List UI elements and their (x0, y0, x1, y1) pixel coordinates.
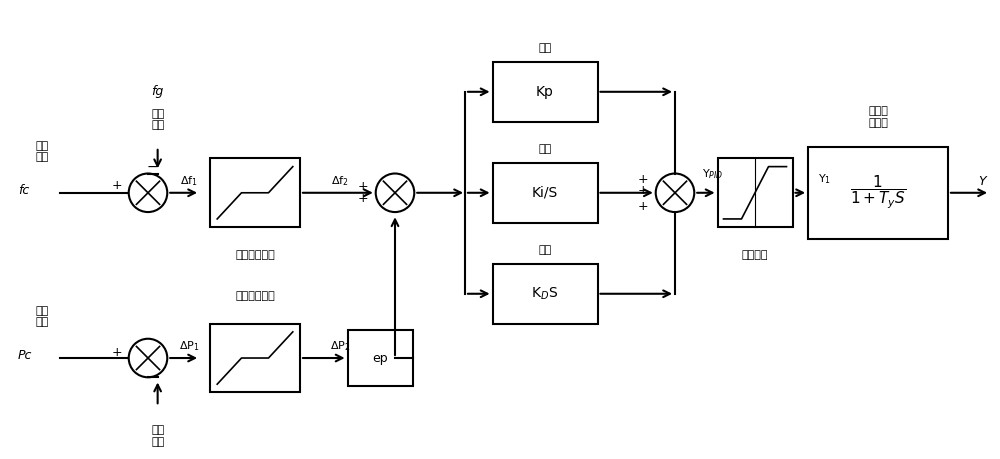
Text: Δf$_1$: Δf$_1$ (180, 174, 198, 188)
Bar (210, 158, 300, 227)
Bar (718, 158, 792, 227)
Text: +: + (637, 173, 648, 186)
Text: +: + (357, 180, 368, 194)
Text: +: + (111, 179, 122, 191)
Text: +: + (357, 192, 368, 205)
Text: ep: ep (372, 352, 388, 364)
Text: 比例: 比例 (538, 43, 552, 53)
Text: 调节限幅: 调节限幅 (742, 250, 768, 260)
Text: Δf$_2$: Δf$_2$ (331, 174, 349, 188)
Text: +: + (637, 200, 648, 213)
Ellipse shape (376, 174, 414, 212)
Text: 人工频率死区: 人工频率死区 (235, 250, 275, 260)
Text: Ki/S: Ki/S (532, 186, 558, 200)
Text: ΔP$_2$: ΔP$_2$ (330, 340, 350, 353)
Text: Kp: Kp (536, 85, 554, 99)
Text: fc: fc (18, 184, 29, 197)
Text: +: + (111, 346, 122, 359)
Text: $\dfrac{1}{1+T_y S}$: $\dfrac{1}{1+T_y S}$ (850, 174, 906, 212)
Text: −: − (146, 160, 158, 174)
Text: 积分: 积分 (538, 144, 552, 154)
Text: +: + (637, 184, 648, 197)
Ellipse shape (129, 339, 167, 377)
Text: 电液随
动系统: 电液随 动系统 (868, 106, 888, 128)
Text: Y: Y (978, 175, 986, 188)
Ellipse shape (656, 174, 694, 212)
Bar (808, 147, 948, 239)
Bar (493, 163, 598, 223)
Text: Y$_1$: Y$_1$ (818, 172, 831, 186)
Bar (493, 62, 598, 122)
Text: ΔP$_1$: ΔP$_1$ (179, 340, 200, 353)
Text: Pc: Pc (18, 349, 32, 362)
Ellipse shape (129, 174, 167, 212)
Text: 人工功率死区: 人工功率死区 (235, 291, 275, 301)
Bar (493, 264, 598, 324)
Text: 微分: 微分 (538, 245, 552, 255)
Text: 功率
给定: 功率 给定 (35, 306, 49, 328)
Text: 机组
功率: 机组 功率 (151, 425, 164, 447)
Text: K$_D$S: K$_D$S (531, 285, 559, 302)
Text: Y$_{PID}$: Y$_{PID}$ (702, 168, 724, 181)
Bar (210, 324, 300, 392)
Text: 频率
给定: 频率 给定 (35, 140, 49, 162)
Text: fg: fg (152, 85, 164, 98)
Text: 机组
频率: 机组 频率 (151, 108, 164, 130)
Bar (348, 330, 413, 386)
